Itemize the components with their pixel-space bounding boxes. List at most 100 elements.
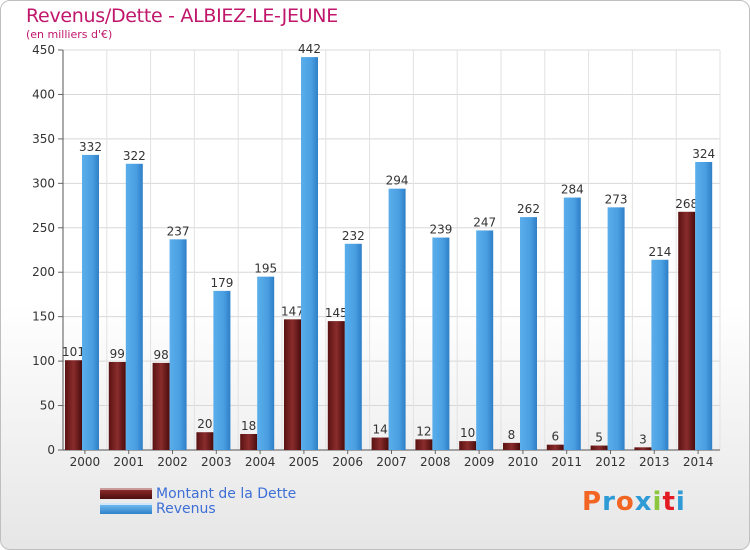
bar-revenus	[257, 276, 275, 450]
data-label-dette: 14	[372, 423, 387, 437]
x-tick-label: 2012	[595, 455, 626, 469]
data-label-dette: 99	[110, 347, 125, 361]
data-label-dette: 8	[508, 428, 516, 442]
bar-revenus	[169, 239, 187, 450]
data-label-revenus: 284	[561, 183, 584, 197]
data-label-dette: 101	[62, 345, 85, 359]
data-label-dette: 268	[675, 197, 698, 211]
bar-dette	[284, 319, 301, 450]
bar-dette	[546, 444, 564, 450]
bar-revenus	[651, 259, 669, 450]
data-label-dette: 20	[197, 417, 212, 431]
bar-dette	[415, 439, 433, 450]
bar-dette	[196, 432, 214, 450]
bar-revenus	[476, 230, 494, 450]
y-tick-label: 50	[40, 399, 55, 413]
logo-letter: i	[652, 487, 663, 517]
y-tick-label: 450	[32, 43, 55, 57]
legend-label-revenus: Revenus	[156, 500, 216, 517]
data-label-dette: 18	[241, 419, 256, 433]
bar-revenus	[388, 188, 406, 450]
data-label-revenus: 442	[298, 42, 321, 56]
legend-item-dette: Montant de la Dette	[100, 485, 297, 502]
data-label-revenus: 237	[167, 224, 190, 238]
bar-dette	[327, 321, 345, 450]
data-label-revenus: 239	[429, 223, 452, 237]
x-tick-label: 2009	[464, 455, 495, 469]
y-tick-label: 250	[32, 221, 55, 235]
x-tick-label: 2001	[113, 455, 144, 469]
bar-revenus	[432, 237, 450, 450]
logo-letter: x	[634, 487, 653, 517]
y-tick-label: 300	[32, 176, 55, 190]
y-tick-label: 400	[32, 87, 55, 101]
x-tick-label: 2008	[420, 455, 451, 469]
bar-revenus	[607, 207, 625, 450]
bar-revenus	[213, 290, 231, 450]
bar-revenus	[563, 197, 581, 450]
data-label-revenus: 324	[692, 147, 715, 161]
bar-dette	[65, 360, 82, 450]
chart-subtitle: (en milliers d'€)	[26, 28, 113, 41]
data-label-revenus: 214	[648, 245, 671, 259]
data-label-dette: 147	[281, 304, 304, 318]
data-label-revenus: 179	[210, 276, 233, 290]
legend-item-revenus: Revenus	[100, 500, 296, 517]
data-label-revenus: 247	[473, 215, 496, 229]
x-tick-label: 2002	[157, 455, 188, 469]
x-tick-label: 2004	[245, 455, 276, 469]
bar-dette	[108, 362, 126, 450]
bar-dette	[240, 434, 258, 450]
legend-label-dette: Montant de la Dette	[156, 485, 297, 502]
bar-revenus	[344, 243, 362, 450]
bar-dette	[152, 362, 170, 450]
bar-revenus	[520, 217, 537, 450]
legend-swatch-dette	[100, 488, 152, 499]
logo-letter: t	[662, 487, 676, 517]
chart-title: Revenus/Dette - ALBIEZ-LE-JEUNE	[26, 5, 338, 27]
y-tick-label: 200	[32, 265, 55, 279]
legend-swatch-revenus	[100, 503, 152, 514]
bar-revenus	[301, 57, 318, 450]
data-label-revenus: 332	[79, 140, 102, 154]
bar-dette	[590, 445, 608, 450]
logo-letter: r	[602, 487, 616, 517]
bar-revenus	[695, 162, 713, 450]
y-tick-label: 100	[32, 354, 55, 368]
bar-revenus	[82, 154, 99, 450]
data-label-revenus: 294	[386, 174, 409, 188]
logo-letter: P	[582, 487, 603, 517]
y-tick-label: 150	[32, 310, 55, 324]
data-label-revenus: 322	[123, 149, 146, 163]
data-label-dette: 5	[595, 431, 603, 445]
legend: Montant de la Dette Revenus	[100, 485, 297, 517]
x-tick-label: 2003	[201, 455, 232, 469]
x-tick-label: 2013	[639, 455, 670, 469]
data-label-dette: 98	[153, 348, 168, 362]
x-tick-label: 2014	[683, 455, 714, 469]
data-label-dette: 10	[460, 426, 475, 440]
x-tick-label: 2000	[70, 455, 101, 469]
data-label-dette: 3	[639, 432, 647, 446]
logo-letter: i	[675, 487, 686, 517]
data-label-dette: 145	[325, 306, 348, 320]
data-label-revenus: 195	[254, 262, 277, 276]
bar-dette	[634, 447, 652, 450]
bar-dette	[678, 211, 696, 450]
data-label-revenus: 273	[605, 192, 628, 206]
data-label-revenus: 232	[342, 229, 365, 243]
data-label-revenus: 262	[517, 202, 540, 216]
bar-dette	[371, 437, 389, 450]
y-tick-label: 350	[32, 132, 55, 146]
proxiti-logo: Proxiti	[582, 487, 686, 517]
bar-revenus	[125, 163, 143, 450]
data-label-dette: 12	[416, 424, 431, 438]
x-tick-label: 2006	[332, 455, 363, 469]
y-tick-label: 0	[47, 443, 55, 457]
bar-dette	[503, 442, 520, 450]
logo-letter: o	[615, 487, 635, 517]
x-tick-label: 2005	[289, 455, 320, 469]
x-tick-label: 2007	[376, 455, 407, 469]
x-tick-label: 2010	[508, 455, 539, 469]
